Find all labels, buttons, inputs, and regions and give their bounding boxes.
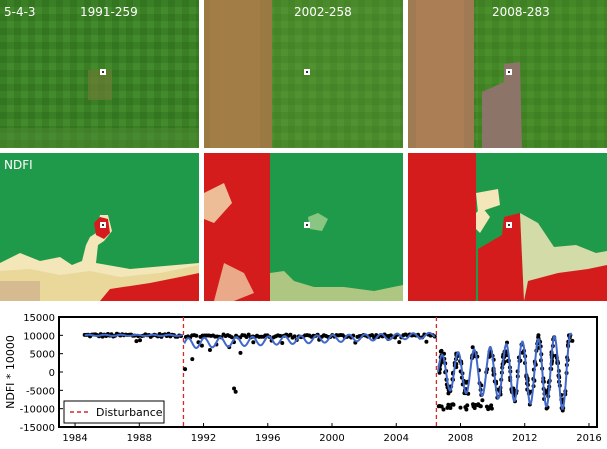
data-point [183, 367, 188, 372]
data-point [251, 340, 256, 345]
y-tick-label: -5000 [26, 386, 55, 397]
data-point [464, 380, 469, 385]
y-tick-label: 5000 [30, 350, 55, 361]
x-tick-label: 1992 [191, 433, 216, 444]
data-point [238, 350, 243, 355]
data-point [445, 405, 450, 410]
x-tick-label: 1988 [127, 433, 152, 444]
x-axis-ticks: 1984 1988 1992 1996 2000 2004 2008 2012 2016 [62, 423, 602, 444]
data-point [489, 406, 494, 411]
fit-line [84, 333, 183, 337]
data-point [280, 341, 285, 346]
x-tick-label: 2000 [319, 433, 344, 444]
data-point [199, 343, 204, 348]
date-label-2002: 2002-258 [294, 5, 352, 19]
y-axis-label: NDFI * 10000 [4, 335, 17, 409]
data-point [470, 345, 475, 350]
x-tick-label: 2008 [448, 433, 473, 444]
data-point [489, 403, 494, 408]
data-point [233, 389, 238, 394]
data-point [472, 405, 477, 410]
x-tick-label: 2004 [384, 433, 409, 444]
data-point [288, 332, 293, 337]
rgb-row-label: 5-4-3 [4, 5, 36, 19]
fit-line [183, 331, 436, 349]
ndfi-row-label: NDFI [4, 158, 33, 172]
ndfi-timeseries-chart: 1984 1988 1992 1996 2000 2004 2008 2012 2016 150… [0, 305, 607, 445]
date-label-2008: 2008-283 [492, 5, 550, 19]
ndfi-panel-1991: NDFI [0, 153, 199, 301]
date-label-1991: 1991-259 [80, 5, 138, 19]
disturbance-lines [182, 317, 438, 427]
data-point [486, 407, 491, 412]
ndfi-panel-2002 [204, 153, 403, 301]
x-tick-label: 2016 [576, 433, 601, 444]
fit-line [437, 332, 573, 411]
y-tick-label: -10000 [20, 405, 55, 416]
data-point [463, 405, 468, 410]
data-point [439, 404, 444, 409]
data-point [476, 403, 481, 408]
data-point [471, 402, 476, 407]
data-point [232, 386, 237, 391]
data-point [397, 340, 402, 345]
legend-disturbance-label: Disturbance [96, 406, 163, 419]
legend-box [63, 400, 165, 424]
rgb-panel-2008: 2008-283 [408, 0, 607, 148]
data-point [438, 349, 443, 354]
data-point [134, 339, 139, 344]
data-point [441, 407, 446, 412]
data-point [480, 398, 485, 403]
x-tick-label: 1996 [255, 433, 280, 444]
legend: Disturbance [63, 400, 165, 424]
data-point [190, 357, 195, 362]
data-point [424, 339, 429, 344]
y-tick-label: -15000 [20, 423, 55, 434]
data-point [570, 338, 575, 343]
fit-lines [84, 331, 573, 411]
data-point [458, 405, 463, 410]
y-tick-label: 15000 [23, 313, 55, 324]
y-tick-label: 10000 [23, 331, 55, 342]
data-point [138, 338, 143, 343]
data-point [292, 334, 297, 339]
data-point [446, 402, 451, 407]
ndfi-panel-2008 [408, 153, 607, 301]
data-point [229, 335, 234, 340]
data-point [207, 348, 212, 352]
data-point [450, 402, 455, 407]
rgb-panel-2002: 2002-258 [204, 0, 403, 148]
data-point [194, 333, 199, 338]
x-tick-label: 1984 [62, 433, 87, 444]
y-axis-ticks: 15000 10000 5000 0 -5000 -10000 -15000 [20, 313, 63, 434]
y-tick-label: 0 [49, 368, 55, 379]
rgb-panel-1991: 5-4-3 1991-259 [0, 0, 199, 148]
data-point [246, 332, 251, 337]
x-tick-label: 2012 [512, 433, 537, 444]
data-point [448, 406, 453, 411]
